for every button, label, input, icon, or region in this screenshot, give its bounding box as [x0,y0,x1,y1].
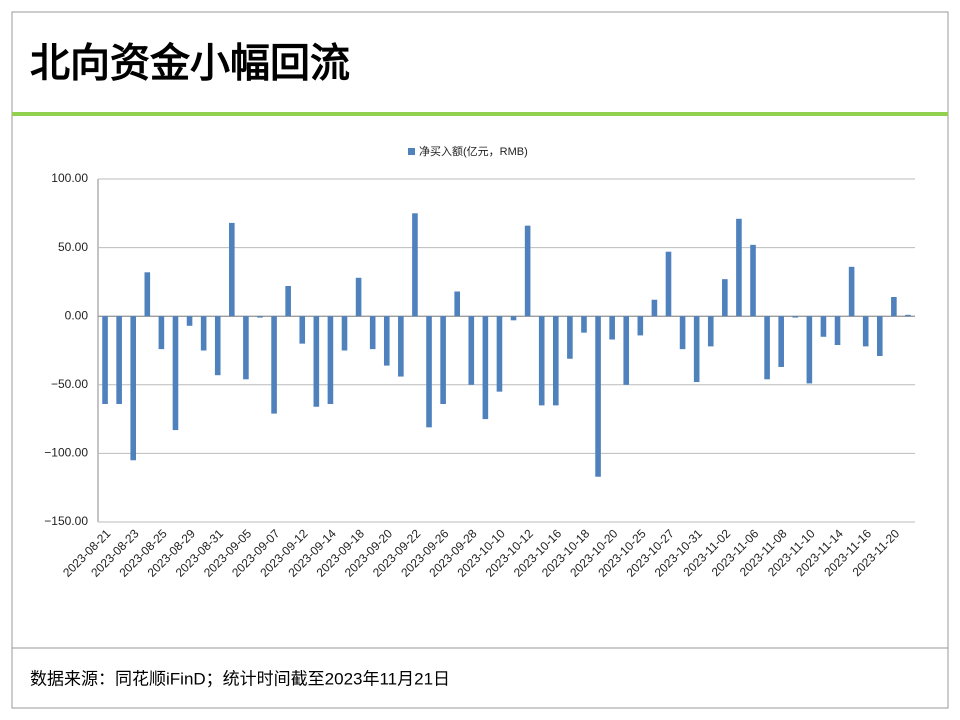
bar [440,316,446,405]
bar [158,316,165,350]
bar [412,213,418,317]
bar [707,316,714,347]
bar [750,244,756,317]
bar [722,279,728,317]
bar [905,314,911,317]
bar [299,316,306,344]
bar [200,316,207,351]
bar [426,316,432,428]
y-tick-label: 50.00 [58,240,88,254]
bar [243,316,249,380]
bar [468,316,475,385]
bar [144,272,151,317]
bar [229,222,235,317]
bar [214,316,221,376]
bar [538,316,545,406]
bar [172,316,179,431]
y-tick-label: −100.00 [44,446,88,460]
bar [848,266,855,317]
bar [764,316,770,380]
bar [595,316,601,477]
bar [665,251,672,317]
bar [313,316,320,407]
slide-title: 北向资金小幅回流 [30,41,350,86]
bar [116,316,122,405]
bar [679,316,686,350]
bar [510,316,517,321]
bar [778,316,784,367]
bar [482,316,489,420]
bar [806,316,813,384]
legend-swatch [408,148,415,155]
bar [285,286,291,317]
bar [383,316,390,366]
bar [567,316,573,359]
y-tick-label: 100.00 [51,171,88,185]
source-note: 数据来源：同花顺iFinD；统计时间截至2023年11月21日 [30,669,450,688]
bar [355,277,362,317]
frame [11,11,949,709]
bar [257,316,263,318]
bar [736,218,742,317]
y-tick-label: −50.00 [51,377,88,391]
bar [876,316,883,356]
title-rule [12,112,948,116]
bar [609,316,615,340]
bar [271,316,277,414]
bar [102,316,108,405]
bar [341,316,348,351]
bar [130,316,137,461]
bar [862,316,869,347]
bar [186,316,193,326]
bar [693,316,700,383]
bar [524,225,531,317]
bar [327,316,334,405]
bar [454,291,460,317]
bar [637,316,644,336]
legend-label: 净买入额(亿元，RMB) [419,144,528,158]
bar [792,316,799,318]
bar [553,316,559,406]
y-tick-label: 0.00 [65,308,89,322]
bar [834,316,841,346]
bar [623,316,630,385]
bar [496,316,503,392]
bar [369,316,376,350]
bar [398,316,404,377]
bar [581,316,587,333]
bar [651,299,658,317]
bar [891,296,897,317]
bar [820,316,827,337]
y-tick-label: −150.00 [44,514,88,528]
